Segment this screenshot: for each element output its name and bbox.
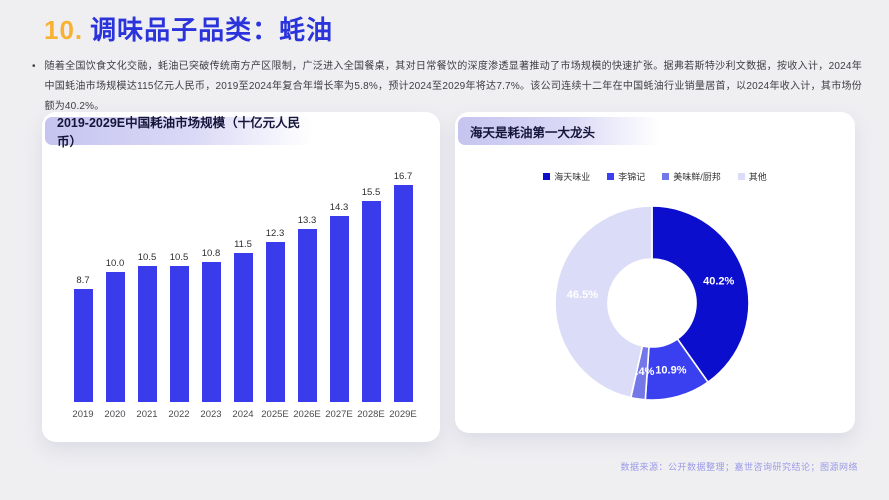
x-axis-tick-label: 2029E	[389, 409, 417, 420]
page-title-number: 10.	[44, 15, 84, 45]
bar	[233, 252, 253, 402]
bar	[265, 242, 285, 402]
donut-slice-label: 10.9%	[655, 364, 686, 376]
bar-column: 12.3 2025E	[260, 228, 290, 420]
bar	[169, 265, 189, 402]
bar-value-label: 8.7	[76, 274, 90, 286]
bar-value-label: 13.3	[297, 215, 317, 227]
donut-legend: 海天味业 李锦记 美味鲜/厨邦 其他	[455, 170, 855, 183]
bar-chart-title: 2019-2029E中国耗油市场规模（十亿元人民币）	[57, 116, 301, 149]
legend-item: 美味鲜/厨邦	[662, 170, 721, 183]
bar	[201, 261, 221, 402]
legend-label: 其他	[748, 172, 767, 182]
source-note: 数据来源：公开数据整理；嘉世咨询研究结论；图源网络	[620, 462, 858, 472]
intro-text: 随着全国饮食文化交融，蚝油已突破传统南方产区限制，广泛进入全国餐桌，其对日常餐饮…	[44, 61, 862, 112]
bar-value-label: 14.3	[329, 202, 349, 214]
bar-chart: 8.7 2019 10.0 2020 10.5 2021 10.5 2022 10.8 2023 1…	[68, 171, 418, 420]
legend-swatch-icon	[737, 173, 745, 180]
bar-column: 10.0 2020	[100, 258, 130, 420]
bar-column: 10.5 2022	[164, 252, 194, 421]
bar-value-label: 11.5	[234, 238, 252, 250]
bar-column: 14.3 2027E	[324, 202, 354, 420]
x-axis-tick-label: 2021	[136, 409, 158, 420]
legend-swatch-icon	[543, 173, 551, 180]
donut-slice-label: 46.5%	[567, 289, 598, 301]
x-axis-tick-label: 2020	[104, 409, 126, 420]
bar	[105, 272, 125, 402]
bar-column: 8.7 2019	[68, 275, 98, 420]
legend-label: 海天味业	[554, 172, 591, 182]
bar	[137, 265, 157, 402]
x-axis-tick-label: 2019	[72, 409, 94, 420]
bar-value-label: 16.7	[393, 170, 413, 182]
donut-chart-title: 海天是耗油第一大龙头	[470, 125, 596, 140]
donut-slice	[554, 205, 653, 399]
bar	[297, 229, 317, 402]
page-title-text: 调味品子品类：蚝油	[90, 15, 334, 45]
bar-value-label: 10.8	[201, 247, 221, 259]
x-axis-tick-label: 2025E	[261, 409, 289, 420]
donut-chart-card: 海天是耗油第一大龙头 海天味业 李锦记 美味鲜/厨邦 其他 40.2% 10.9% 2.4…	[455, 112, 855, 433]
bar	[73, 288, 93, 402]
bullet-marker: •	[32, 61, 36, 72]
donut-slice-label: 40.2%	[703, 276, 734, 288]
x-axis-tick-label: 2022	[168, 409, 190, 420]
donut-chart: 40.2% 10.9% 2.4% 46.5%	[552, 203, 752, 403]
x-axis-tick-label: 2026E	[293, 409, 321, 420]
bar-chart-card: 2019-2029E中国耗油市场规模（十亿元人民币） 8.7 2019 10.0 20…	[42, 112, 440, 442]
bar-column: 10.8 2023	[196, 248, 226, 420]
bar-value-label: 12.3	[265, 228, 285, 240]
legend-item: 李锦记	[607, 170, 645, 183]
legend-item: 其他	[737, 170, 767, 183]
bar-value-label: 15.5	[361, 186, 381, 198]
bar	[393, 184, 413, 402]
bar-chart-title-pill: 2019-2029E中国耗油市场规模（十亿元人民币）	[45, 116, 313, 149]
donut-svg: 40.2%10.9%2.4%46.5%	[554, 205, 750, 401]
x-axis-tick-label: 2028E	[357, 409, 385, 420]
legend-swatch-icon	[662, 173, 670, 180]
bar-column: 13.3 2026E	[292, 215, 322, 420]
bar-value-label: 10.5	[137, 251, 157, 263]
donut-slice	[651, 205, 750, 384]
legend-label: 美味鲜/厨邦	[673, 172, 721, 182]
bar-value-label: 10.5	[169, 251, 189, 263]
x-axis-tick-label: 2023	[200, 409, 222, 420]
legend-label: 李锦记	[618, 172, 646, 182]
bar-column: 10.5 2021	[132, 252, 162, 421]
bar	[329, 216, 349, 402]
page-title: 10. 调味品子品类：蚝油	[44, 10, 333, 47]
x-axis-tick-label: 2024	[232, 409, 254, 420]
intro-paragraph: • 随着全国饮食文化交融，蚝油已突破传统南方产区限制，广泛进入全国餐桌，其对日常…	[32, 57, 862, 117]
bar-column: 11.5 2024	[228, 239, 258, 421]
bar-value-label: 10.0	[105, 258, 125, 269]
donut-chart-title-pill: 海天是耗油第一大龙头	[458, 117, 660, 145]
legend-item: 海天味业	[543, 170, 590, 183]
bar	[361, 200, 381, 402]
bar-column: 16.7 2029E	[388, 171, 418, 420]
x-axis-tick-label: 2027E	[325, 409, 353, 420]
legend-swatch-icon	[607, 173, 615, 180]
bar-column: 15.5 2028E	[356, 187, 386, 421]
